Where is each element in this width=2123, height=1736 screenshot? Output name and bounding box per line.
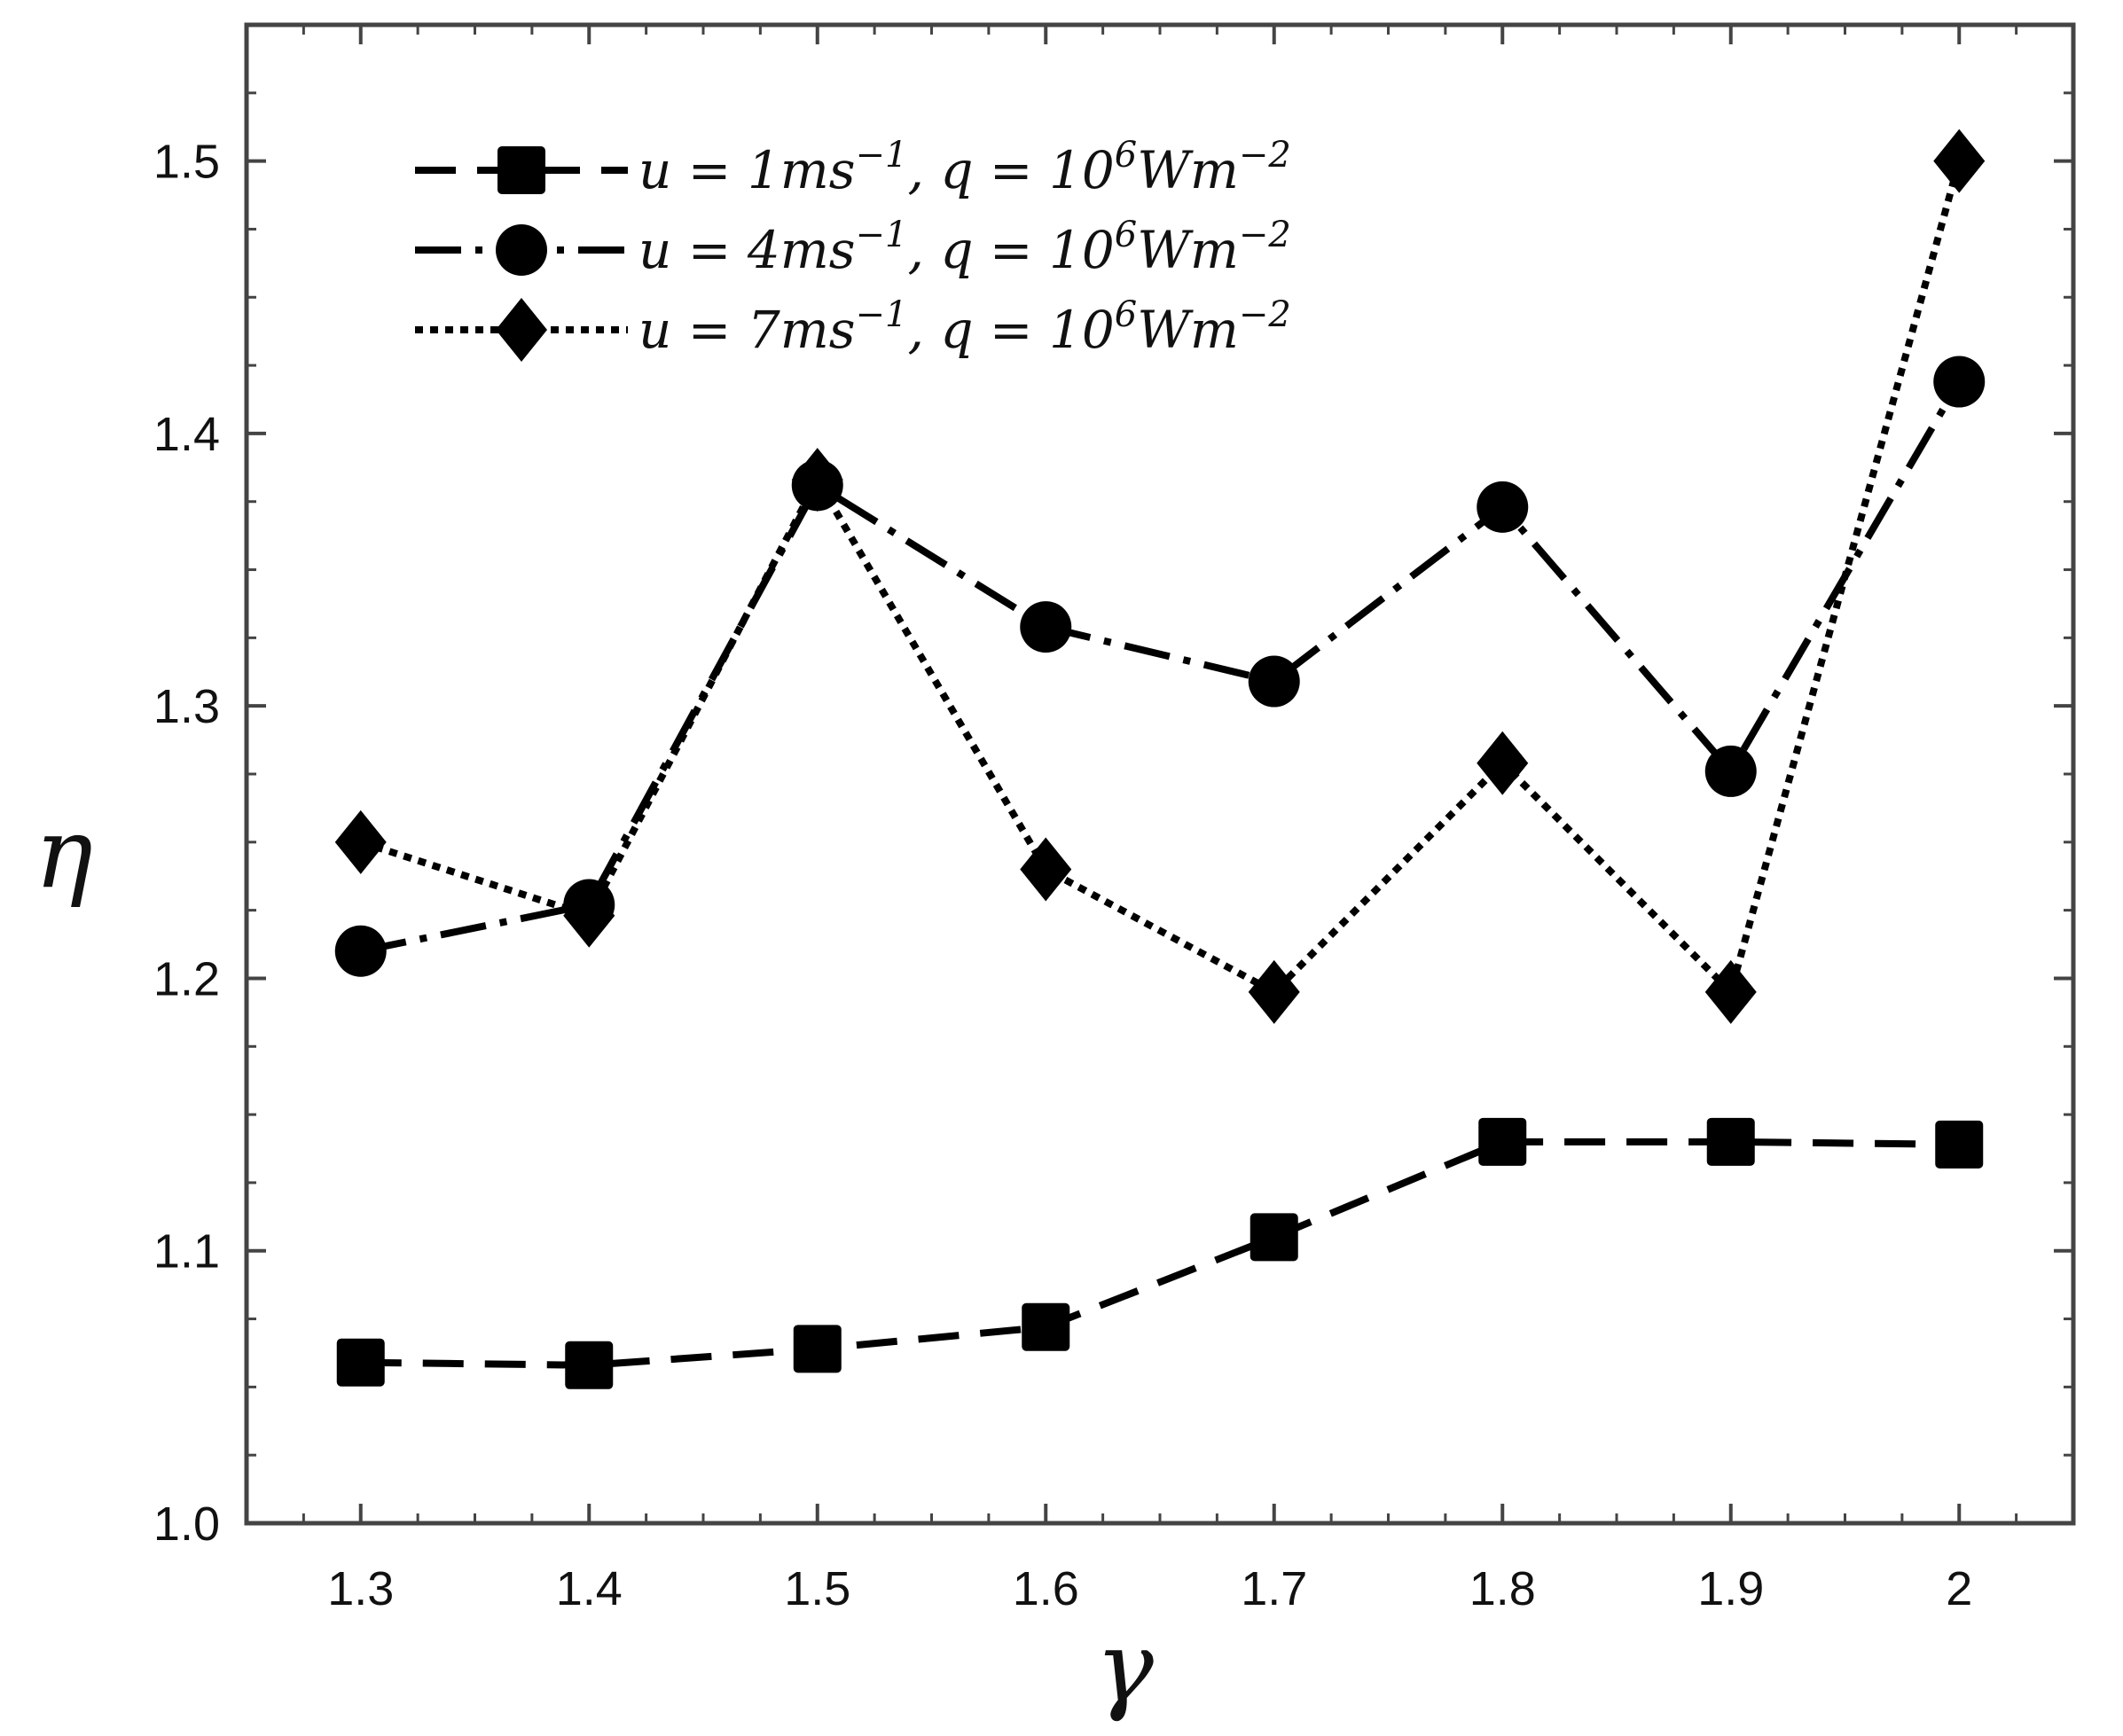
data-point-circle: 1.6, 1.329 [1020,601,1072,653]
data-point-diamond: 1.5, 1.383 [791,448,843,512]
x-tick-label: 1.7 [1241,1562,1307,1615]
data-point-circle: 1.9, 1.276 [1704,745,1757,797]
data-point-square: 1.3, 1.059 [336,1338,385,1387]
plot-area [244,22,2076,1526]
data-point-diamond: 2, 1.5 [1933,129,1986,193]
legend-entry-label: u = 7ms−1, q = 106Wm−2 [638,294,1291,360]
y-axis: 1.0 1.1 1.2 1.3 1.4 1.5 [153,23,2073,1551]
x-tick-label: 1.3 [327,1562,394,1615]
legend-marker-square [497,146,545,194]
data-point-circle: 1.3, 1.21 [334,925,387,977]
y-tick-label: 1.4 [153,408,220,461]
data-point-circle: 1.7, 1.309 [1248,655,1300,708]
x-axis: 1.3 1.4 1.5 1.6 1.7 1.8 1.9 2 [245,25,2075,1615]
legend-entry-label: u = 1ms−1, q = 106Wm−2 [638,135,1291,200]
series-markers: 1.3, 1.059 1.4, 1.058 1.5, 1.064 1.6, 1.072… [334,129,1986,1389]
x-axis-title: γ [1095,1610,1154,1724]
data-point-diamond: 1.6, 1.24 [1020,837,1072,902]
x-tick-label: 1.5 [784,1562,850,1615]
series-line-diamond [359,160,1963,999]
legend-marker-circle [496,224,547,276]
series-lines [359,160,1963,1369]
data-point-square: 1.9, 1.14 [1706,1117,1755,1166]
data-point-circle: 2, 1.419 [1933,356,1986,408]
data-point-circle: 1.8, 1.373 [1477,481,1529,533]
data-point-diamond: 1.4, 1.223 [563,883,615,948]
legend-entry-label: u = 4ms−1, q = 106Wm−2 [638,215,1291,280]
x-tick-label: 1.8 [1469,1562,1536,1615]
data-point-diamond: 1.7, 1.195 [1248,959,1300,1024]
y-tick-label: 1.5 [153,136,220,189]
y-tick-label: 1.2 [153,952,220,1005]
y-tick-label: 1.1 [153,1225,220,1279]
data-point-square: 2, 1.139 [1935,1120,1984,1169]
data-point-square: 1.6, 1.072 [1022,1302,1070,1351]
data-point-diamond: 1.9, 1.195 [1704,959,1757,1024]
data-point-diamond: 1.8, 1.279 [1477,731,1529,795]
x-tick-label: 2 [1946,1562,1972,1615]
series-line-circle [359,379,1962,955]
series-line-square [360,1138,1960,1369]
data-point-square: 1.4, 1.058 [565,1341,614,1389]
data-point-square: 1.8, 1.14 [1478,1117,1527,1166]
data-point-square: 1.5, 1.064 [793,1325,842,1373]
y-tick-label: 1.3 [153,680,220,733]
y-tick-label: 1.0 [153,1497,220,1551]
data-point-square: 1.7, 1.105 [1250,1213,1298,1262]
data-point-diamond: 1.3, 1.25 [334,809,387,874]
x-tick-label: 1.4 [556,1562,623,1615]
y-axis-title: η [35,796,93,910]
legend: u = 1ms−1, q = 106Wm−2 u = 4ms−1, q = 106… [415,135,1291,362]
legend-marker-diamond [496,298,547,362]
x-tick-label: 1.9 [1697,1562,1764,1615]
x-tick-label: 1.6 [1013,1562,1079,1615]
